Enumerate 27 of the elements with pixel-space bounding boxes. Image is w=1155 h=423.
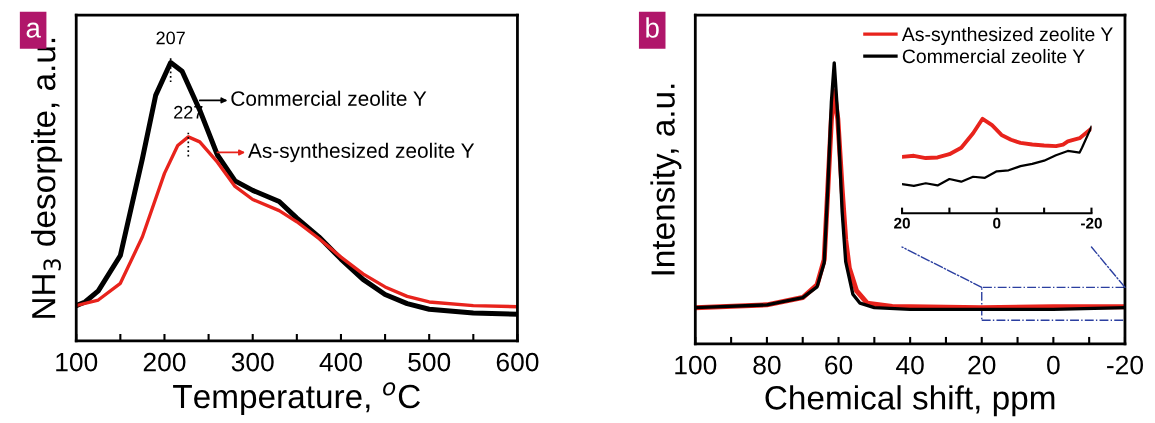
text: a — [26, 22, 41, 38]
x-tick-label: 40 — [896, 355, 924, 375]
x-tick-label: 200 — [143, 352, 186, 372]
y-axis-title: NH$_{3}$ desorpite, a.u. — [31, 38, 63, 318]
x-axis-title: Chemical shift, ppm — [765, 385, 1055, 417]
x-tick-label: 100 — [56, 352, 98, 372]
x-axis-title: Temperature, $^{o}$C — [173, 382, 420, 415]
legend-label: Commercial zeolite Y — [231, 90, 427, 106]
x-tick-label: 400 — [319, 352, 362, 372]
x-tick-label: 0 — [993, 217, 1001, 229]
y-axis-title: Intensity, a.u. — [650, 84, 682, 275]
x-tick-label: 20 — [894, 217, 910, 229]
x-tick-label: 100 — [675, 355, 717, 375]
x-tick-label: 300 — [231, 352, 274, 372]
text: b — [646, 17, 659, 38]
legend-label: Commercial zeolite Y — [902, 48, 1085, 64]
x-tick-label: 80 — [753, 355, 781, 375]
x-tick-label: 20 — [968, 355, 996, 375]
x-tick-label: 500 — [408, 352, 451, 372]
legend-label: As-synthesized zeolite Y — [901, 26, 1113, 46]
annotation: 207 — [156, 31, 185, 45]
x-tick-label: 600 — [496, 352, 539, 372]
x-tick-label: -20 — [1081, 217, 1102, 229]
x-tick-label: 0 — [1047, 355, 1060, 375]
legend-label: As-synthesized zeolite Y — [248, 142, 475, 163]
x-tick-label: -20 — [1107, 355, 1144, 375]
x-tick-label: 60 — [825, 355, 853, 375]
